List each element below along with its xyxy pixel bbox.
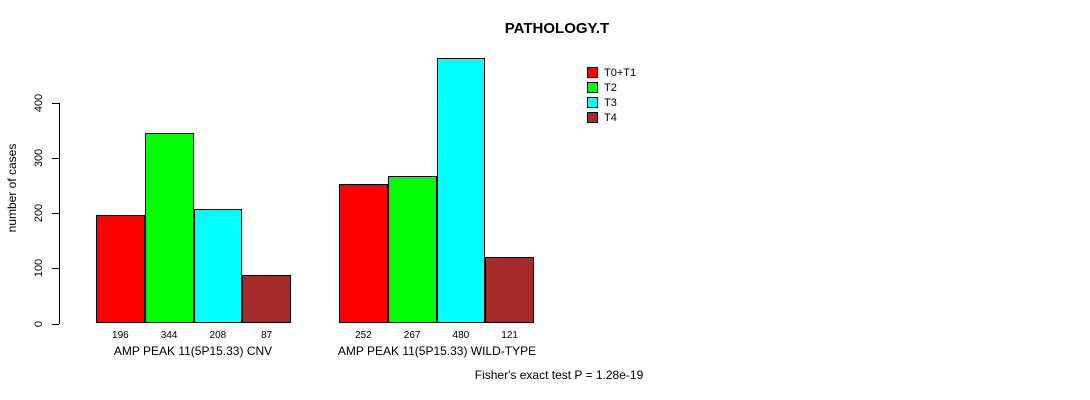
bar-value-label: 121 [501, 330, 518, 341]
bar-t0-t1-group2 [339, 184, 388, 324]
legend-item-t3: T3 [587, 95, 636, 110]
legend-item-t4: T4 [587, 110, 636, 125]
legend-label: T3 [604, 96, 617, 109]
bar-t4-group1 [242, 275, 291, 324]
y-tick-mark [52, 323, 59, 325]
chart-title: PATHOLOGY.T [504, 20, 610, 37]
bar-value-label: 87 [261, 330, 273, 341]
bar-t3-group2 [436, 58, 486, 324]
bar-value-label: 480 [452, 330, 470, 341]
bar-t4-group2 [485, 256, 534, 324]
legend-label: T2 [604, 81, 617, 94]
bar-value-label: 196 [112, 330, 129, 341]
legend-swatch [587, 112, 598, 123]
bar-t2-group2 [387, 175, 437, 324]
legend-label: T4 [604, 111, 617, 124]
legend: T0+T1 T2 T3 T4 [587, 65, 636, 125]
group-label-wild-type: AMP PEAK 11(5P15.33) WILD-TYPE [337, 344, 537, 358]
bar-t2-group1 [144, 133, 194, 324]
bar-value-label: 252 [355, 330, 372, 341]
fisher-test-annotation: Fisher's exact test P = 1.28e-19 [474, 368, 644, 382]
y-tick-label: 400 [33, 93, 45, 112]
y-tick-mark [52, 102, 59, 104]
bar-t3-group1 [193, 208, 243, 324]
y-tick-mark [52, 268, 59, 270]
bar-value-label: 344 [160, 330, 178, 341]
legend-label: T0+T1 [604, 66, 637, 79]
bar-value-label: 208 [209, 330, 227, 341]
legend-item-t0-t1: T0+T1 [587, 65, 636, 80]
y-axis-line [59, 102, 60, 324]
y-tick-label: 200 [33, 203, 45, 223]
y-tick-label: 100 [33, 259, 45, 278]
legend-item-t2: T2 [587, 80, 636, 95]
y-tick-mark [52, 157, 59, 159]
y-tick-label: 300 [33, 148, 45, 167]
legend-swatch [587, 97, 598, 108]
y-tick-label: 0 [33, 320, 45, 327]
group-label-cnv: AMP PEAK 11(5P15.33) CNV [113, 344, 273, 358]
legend-swatch [587, 82, 598, 93]
y-tick-mark [52, 213, 59, 214]
y-axis-label: number of cases [5, 143, 19, 233]
legend-swatch [587, 67, 598, 78]
bar-t0-t1-group1 [96, 215, 145, 324]
bar-value-label: 267 [403, 330, 421, 341]
